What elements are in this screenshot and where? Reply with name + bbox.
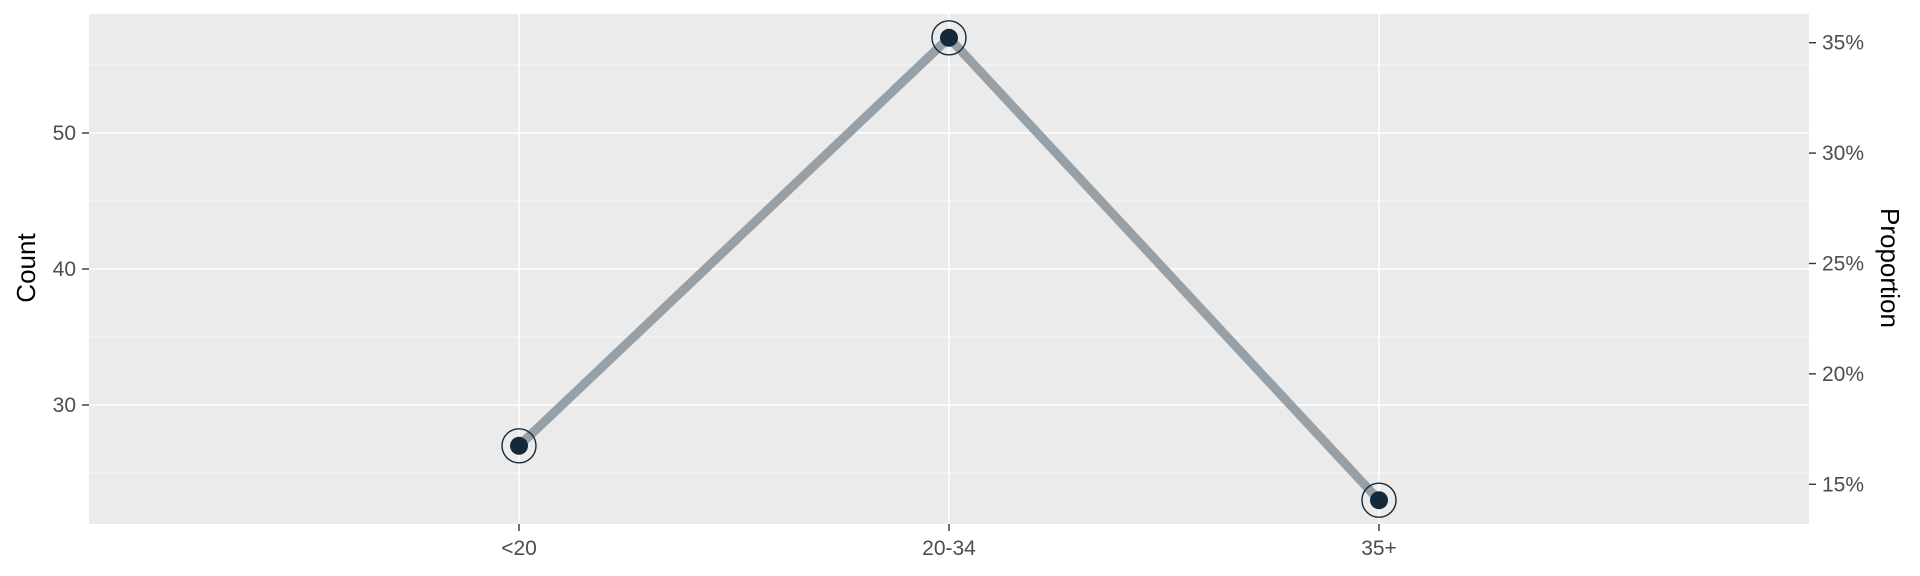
x-tick-label: 20-34 — [922, 537, 976, 560]
data-point — [1370, 491, 1388, 510]
secondary-y-axis-title: Proportion — [1875, 208, 1905, 328]
y2-tick-label: 35% — [1822, 32, 1864, 55]
y2-tick-label: 25% — [1822, 252, 1864, 275]
major-gridlines — [89, 14, 1809, 524]
data-point-ring — [931, 20, 967, 56]
x-tick-label: <20 — [501, 537, 537, 560]
y2-tick-label: 30% — [1822, 142, 1864, 165]
data-point-ring — [501, 428, 537, 464]
data-point-ring — [1361, 482, 1397, 518]
data-point — [510, 436, 528, 455]
series-layer — [501, 20, 1397, 518]
axes-layer: 30 40 50 <20 20-34 35+ 15% 20% 25% 30% 35% — [53, 32, 1864, 560]
y2-tick-label: 20% — [1822, 363, 1864, 386]
x-tick-label: 35+ — [1361, 537, 1397, 560]
y-axis-title: Count — [11, 233, 41, 303]
y-tick-label: 30 — [53, 394, 76, 417]
y-tick-label: 40 — [53, 258, 76, 281]
data-point — [940, 28, 958, 47]
y2-tick-label: 15% — [1822, 473, 1864, 496]
y-tick-label: 50 — [53, 122, 76, 145]
